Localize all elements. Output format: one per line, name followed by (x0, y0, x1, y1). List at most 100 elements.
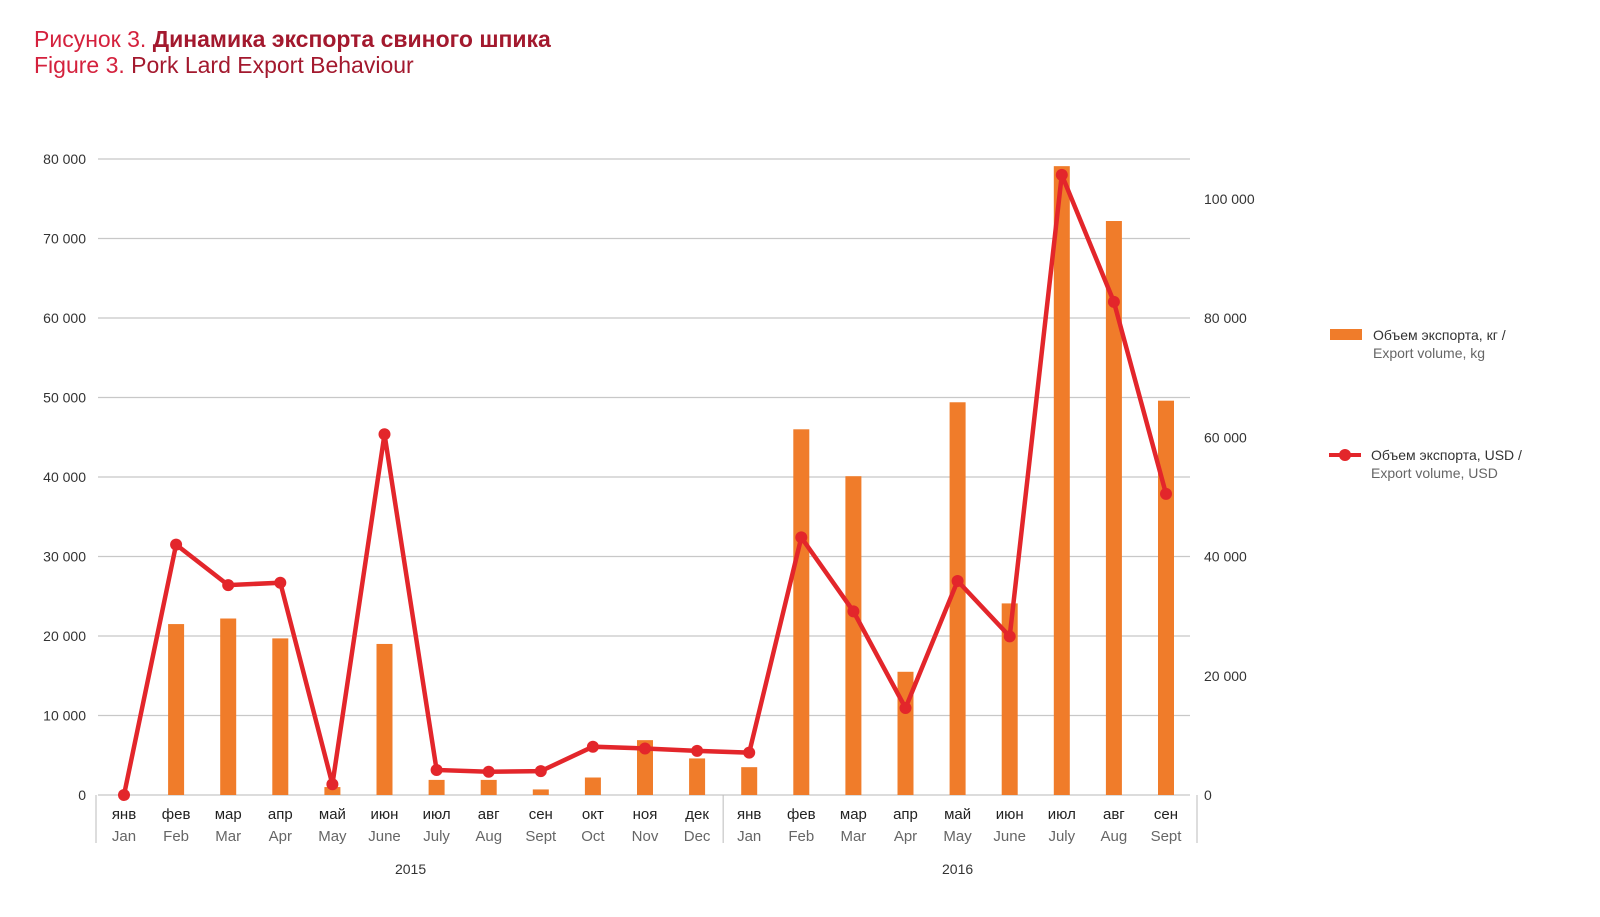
bar (845, 476, 862, 795)
x-tick-label-en: June (993, 828, 1026, 845)
year-label: 2016 (942, 861, 973, 877)
usd-point (639, 742, 651, 755)
bar (168, 624, 185, 795)
x-tick-label-ru: янв (112, 806, 136, 823)
x-tick-label-ru: июл (1048, 806, 1076, 823)
y-left-tick-label: 30 000 (43, 549, 86, 565)
x-tick-label-en: Apr (269, 828, 292, 845)
bar (949, 402, 966, 795)
x-tick-label-ru: янв (737, 806, 761, 823)
x-tick-label-en: May (318, 828, 347, 845)
y-left-tick-label: 60 000 (43, 310, 86, 326)
y-right-tick-label: 60 000 (1204, 429, 1247, 445)
x-tick-label-ru: июн (996, 806, 1024, 823)
bar (793, 429, 810, 795)
y-left-tick-label: 70 000 (43, 231, 86, 247)
bar (1158, 400, 1174, 795)
axis-layer: 0 10 000 20 000 30 000 40 000 50 000 60 000 70 … (43, 151, 1255, 877)
x-tick-label-en: Mar (215, 828, 241, 845)
bar (428, 779, 445, 795)
title-en-prefix: Figure 3. (34, 52, 125, 78)
y-right-tick-label: 100 000 (1204, 191, 1255, 207)
x-tick-label-ru: сен (529, 806, 553, 823)
usd-point (274, 576, 287, 589)
bar (1053, 166, 1070, 795)
bar (1001, 603, 1018, 795)
bar (689, 758, 706, 795)
usd-point (743, 746, 756, 759)
x-tick-label-en: Feb (788, 828, 814, 845)
title-en: Figure 3. Pork Lard Export Behaviour (34, 52, 551, 78)
usd-point (586, 740, 599, 753)
usd-point (1160, 487, 1172, 500)
bar (220, 618, 237, 795)
x-tick-label-en: Apr (894, 828, 917, 845)
usd-point (534, 765, 547, 778)
title-block: Рисунок 3. Динамика экспорта свиного шпи… (34, 26, 551, 78)
usd-point (222, 579, 235, 592)
y-left-tick-label: 0 (78, 787, 86, 803)
x-tick-label-en: Aug (475, 828, 502, 845)
y-left-tick-label: 40 000 (43, 469, 86, 485)
title-en-main: Pork Lard Export Behaviour (131, 52, 414, 78)
x-tick-label-ru: мар (840, 806, 867, 823)
x-tick-label-ru: сен (1154, 806, 1178, 823)
legend-bar-label-en: Export volume, kg (1373, 345, 1485, 361)
usd-point (899, 701, 912, 714)
x-tick-label-ru: фев (162, 806, 191, 823)
x-tick-label-en: Jan (112, 828, 136, 845)
x-tick-label-en: Mar (840, 828, 866, 845)
y-right-tick-label: 80 000 (1204, 310, 1247, 326)
legend-bar-swatch (1330, 329, 1362, 340)
x-tick-label-ru: май (944, 806, 971, 823)
x-tick-label-ru: май (319, 806, 346, 823)
title-ru-prefix: Рисунок 3. (34, 26, 147, 52)
usd-point (170, 538, 183, 551)
x-tick-label-en: Oct (581, 828, 605, 845)
title-ru-main: Динамика экспорта свиного шпика (152, 26, 551, 52)
x-tick-label-ru: ноя (633, 806, 658, 823)
x-tick-label-ru: фев (787, 806, 816, 823)
bar (1105, 221, 1122, 795)
x-tick-label-ru: авг (478, 806, 500, 823)
x-tick-label-ru: авг (1103, 806, 1125, 823)
y-right-tick-label: 20 000 (1204, 668, 1247, 684)
bar (480, 779, 497, 795)
y-left-tick-label: 50 000 (43, 390, 86, 406)
usd-point (326, 778, 339, 791)
legend-line-label-ru: Объем экспорта, USD / (1371, 447, 1522, 463)
x-tick-label-en: Aug (1101, 828, 1128, 845)
x-tick-label-en: Sept (525, 828, 557, 845)
usd-point (795, 531, 808, 544)
year-label: 2015 (395, 861, 426, 877)
x-tick-label-en: Nov (632, 828, 659, 845)
usd-point (1055, 168, 1068, 181)
x-tick-label-ru: окт (582, 806, 604, 823)
y-right-tick-label: 40 000 (1204, 549, 1247, 565)
x-tick-label-en: May (943, 828, 972, 845)
bar (637, 740, 653, 795)
usd-point (951, 574, 964, 587)
usd-point (118, 789, 130, 801)
bar (272, 638, 289, 795)
y-left-tick-label: 20 000 (43, 628, 86, 644)
usd-point (847, 605, 860, 618)
bar-layer (168, 166, 1174, 795)
bar (584, 777, 601, 795)
y-left-tick-label: 10 000 (43, 708, 86, 724)
bar (532, 789, 549, 795)
usd-point (1107, 295, 1120, 308)
x-tick-label-ru: апр (893, 806, 918, 823)
legend-bar-label-ru: Объем экспорта, кг / (1373, 327, 1506, 343)
legend-line-label-en: Export volume, USD (1371, 465, 1498, 481)
x-tick-label-en: July (423, 828, 450, 845)
usd-point (482, 765, 495, 778)
x-tick-label-ru: июл (423, 806, 451, 823)
usd-point (430, 763, 443, 776)
x-tick-label-en: June (368, 828, 401, 845)
y-right-tick-label: 0 (1204, 787, 1212, 803)
x-tick-label-en: Dec (684, 828, 711, 845)
x-tick-label-ru: мар (215, 806, 242, 823)
x-tick-label-en: Jan (737, 828, 761, 845)
